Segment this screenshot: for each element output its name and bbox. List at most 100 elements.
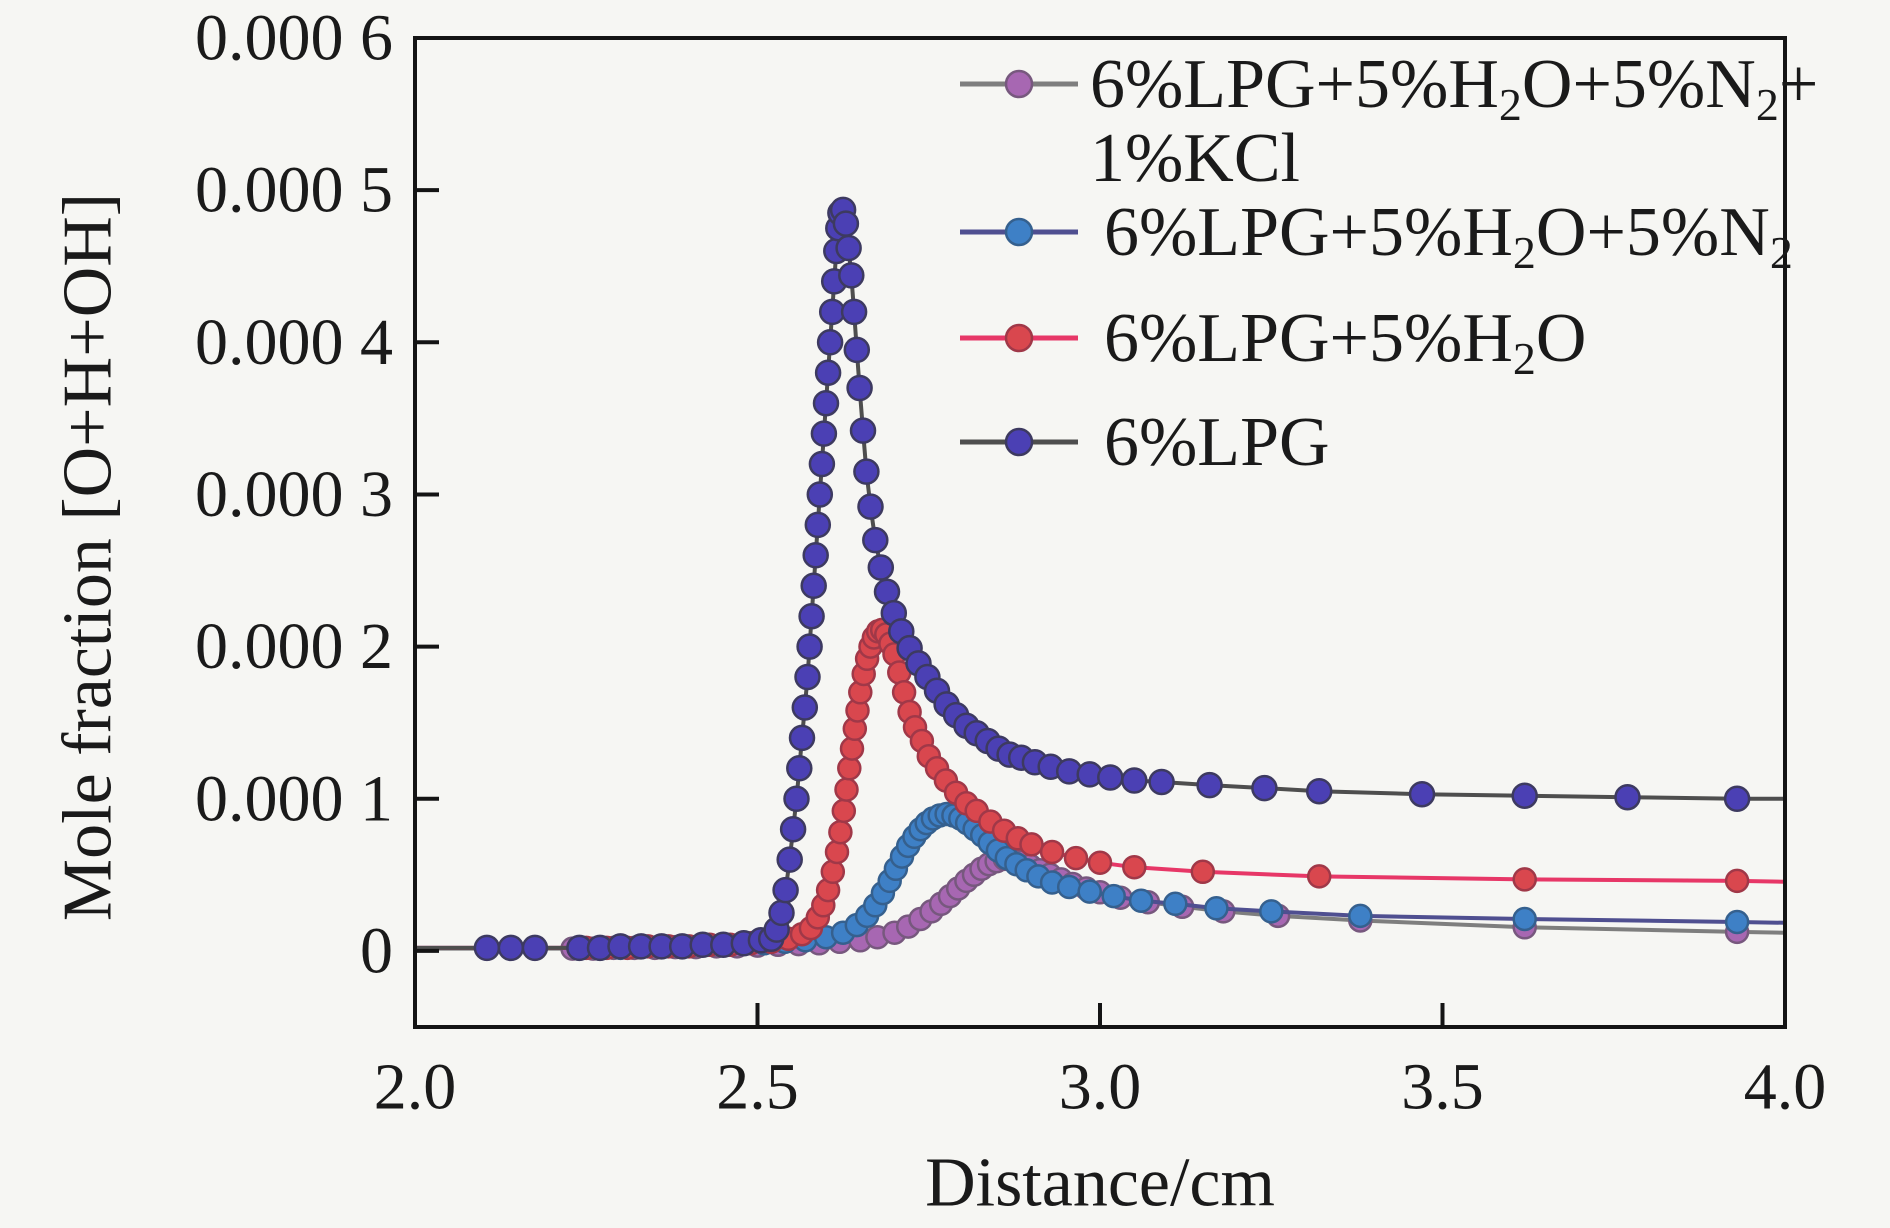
lpg-marker xyxy=(818,298,846,326)
lpg-h2o-n2-marker xyxy=(1724,909,1750,935)
y-axis-title: Mole fraction [O+H+OH] xyxy=(50,193,127,921)
lpg-h2o-marker xyxy=(1019,832,1044,857)
lpg-h2o-n2-kcl-legend-label-line2: 1%KCl xyxy=(1090,120,1300,197)
lpg-h2o-marker xyxy=(1087,850,1113,875)
lpg-marker xyxy=(783,785,810,813)
lpg-marker xyxy=(772,876,799,904)
lpg-h2o-n2-marker xyxy=(1128,888,1154,913)
lpg-marker xyxy=(798,602,825,630)
lpg-h2o-marker xyxy=(1512,867,1537,892)
lpg-marker xyxy=(796,633,823,660)
lpg-marker xyxy=(1148,768,1175,796)
lpg-marker xyxy=(806,481,834,508)
y-tick-label: 0.000 1 xyxy=(195,762,393,835)
y-tick-label: 0.000 4 xyxy=(195,306,393,379)
x-tick-label: 3.0 xyxy=(1059,1051,1142,1124)
y-tick-label: 0.000 2 xyxy=(195,610,393,683)
lpg-h2o-n2-marker xyxy=(1512,906,1537,932)
lpg-h2o-n2-marker xyxy=(1101,883,1126,909)
x-tick-label: 2.5 xyxy=(716,1051,799,1124)
lpg-marker xyxy=(791,694,819,721)
lpg-marker xyxy=(1251,774,1278,802)
lpg-marker xyxy=(473,934,501,962)
tick-labels-layer: 2.0 2.5 3.0 3.5 4.0 0 0.000 1 0.000 2 0.000 3 0.0… xyxy=(195,2,1826,1124)
lpg-marker xyxy=(788,724,816,752)
lpg-marker xyxy=(1097,764,1124,791)
y-tick-label: 0.000 5 xyxy=(195,154,393,227)
lpg-marker xyxy=(1305,777,1333,805)
lpg-marker xyxy=(846,374,873,402)
lpg-marker xyxy=(862,526,889,554)
lpg-marker xyxy=(835,234,862,262)
lpg-marker xyxy=(849,417,877,444)
lpg-marker xyxy=(812,389,840,417)
lpg-h2o-marker xyxy=(1122,854,1147,880)
y-tick-label: 0.000 3 xyxy=(195,458,393,531)
lpg-marker xyxy=(794,663,821,691)
lpg-marker xyxy=(814,359,842,386)
lpg-marker xyxy=(1408,780,1436,808)
lpg-h2o-marker xyxy=(1039,839,1065,865)
lpg-marker xyxy=(776,846,803,873)
lpg-marker xyxy=(867,554,895,581)
lpg-marker xyxy=(838,262,865,289)
lpg-h2o-marker xyxy=(820,859,846,885)
lpg-marker xyxy=(843,336,871,364)
lpg-legend-label: 6%LPG xyxy=(1104,404,1330,481)
lpg-h2o-marker xyxy=(824,839,850,865)
x-tick-label: 3.5 xyxy=(1401,1051,1484,1124)
lpg-marker xyxy=(786,755,813,782)
lpg-h2o-n2-legend-label: 6%LPG+5%H2O+5%N2 xyxy=(1104,194,1793,278)
lpg-marker xyxy=(779,815,807,843)
lpg-marker xyxy=(810,420,838,447)
lpg-h2o-n2-marker xyxy=(1077,879,1102,904)
lpg-h2o-n2-marker xyxy=(1163,891,1188,917)
lpg-h2o-n2-marker xyxy=(1348,903,1373,929)
lpg-h2o-n2-marker xyxy=(1204,896,1229,921)
lpg-legend-marker xyxy=(1004,427,1034,457)
lpg-marker xyxy=(808,450,836,478)
lpg-h2o-n2-marker xyxy=(1056,874,1082,900)
lpg-marker xyxy=(802,542,829,569)
lpg-h2o-marker xyxy=(1063,845,1089,871)
lpg-h2o-legend-label: 6%LPG+5%H2O xyxy=(1104,300,1586,384)
y-tick-label: 0.000 6 xyxy=(195,2,393,75)
x-axis-title: Distance/cm xyxy=(925,1145,1275,1222)
lpg-marker xyxy=(840,298,868,326)
lpg-h2o-marker xyxy=(828,819,853,845)
lpg-marker xyxy=(768,899,795,927)
lpg-marker xyxy=(1121,767,1148,794)
lpg-h2o-marker xyxy=(834,777,859,802)
lpg-marker xyxy=(1614,783,1641,811)
lpg-h2o-marker xyxy=(1306,864,1332,889)
x-tick-label: 2.0 xyxy=(374,1051,457,1124)
lpg-marker xyxy=(800,572,827,600)
lpg-h2o-marker xyxy=(837,756,862,781)
lpg-marker xyxy=(497,934,525,962)
lpg-h2o-n2-kcl-legend-label: 6%LPG+5%H2O+5%N2+ xyxy=(1090,46,1818,130)
lpg-marker xyxy=(1196,771,1223,799)
lpg-marker xyxy=(853,458,880,485)
lpg-h2o-marker xyxy=(839,736,865,761)
lpg-h2o-marker xyxy=(831,798,857,824)
y-tick-label: 0 xyxy=(360,914,393,987)
lpg-h2o-legend-marker xyxy=(1004,323,1034,353)
lpg-h2o-n2-legend-marker xyxy=(1004,217,1034,247)
lpg-marker xyxy=(816,329,844,356)
lpg-h2o-marker xyxy=(1724,868,1750,894)
lpg-marker xyxy=(521,934,549,962)
x-tick-label: 4.0 xyxy=(1744,1051,1827,1124)
lpg-h2o-n2-marker xyxy=(1259,899,1284,924)
lpg-h2o-marker xyxy=(1190,859,1216,885)
lpg-marker xyxy=(1723,785,1751,813)
series-layer xyxy=(413,196,1787,962)
lpg-h2o-n2-kcl-legend-marker xyxy=(1004,69,1034,99)
lpg-marker xyxy=(857,493,884,520)
lpg-marker xyxy=(1511,782,1538,809)
ticks-layer xyxy=(413,36,1787,1027)
lpg-marker xyxy=(832,210,860,237)
